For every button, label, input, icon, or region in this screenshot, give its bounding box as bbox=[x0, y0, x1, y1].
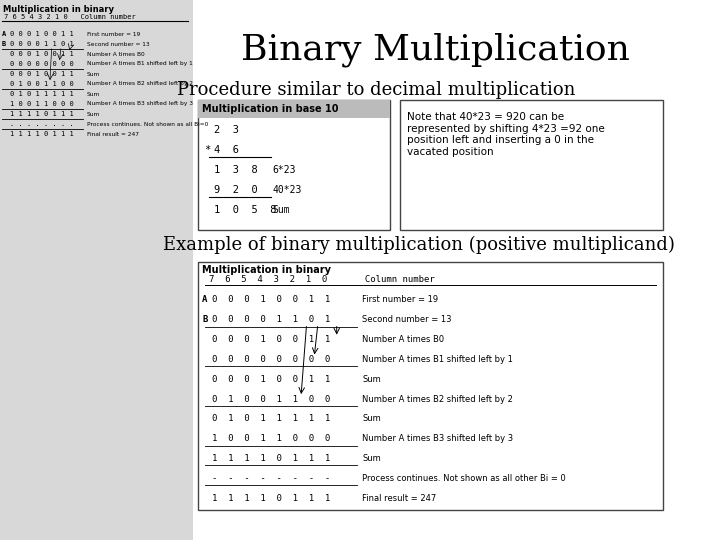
Text: B: B bbox=[2, 41, 6, 47]
Text: Number A times B2 shifted left by 2: Number A times B2 shifted left by 2 bbox=[86, 82, 192, 86]
Text: Multiplication in binary: Multiplication in binary bbox=[3, 5, 114, 14]
Text: Second number = 13: Second number = 13 bbox=[86, 42, 149, 46]
Text: 0 1 0 1 1 1 1 1: 0 1 0 1 1 1 1 1 bbox=[10, 91, 74, 97]
Text: Final result = 247: Final result = 247 bbox=[86, 132, 138, 137]
Text: Second number = 13: Second number = 13 bbox=[362, 315, 451, 324]
Text: A: A bbox=[2, 31, 6, 37]
Text: Binary Multiplication: Binary Multiplication bbox=[241, 33, 630, 68]
Text: 4  6: 4 6 bbox=[215, 145, 240, 155]
Text: *: * bbox=[204, 145, 211, 155]
Text: Process continues. Not shown as all Bi=0: Process continues. Not shown as all Bi=0 bbox=[86, 122, 208, 126]
Text: 1 1 1 1 0 1 1 1: 1 1 1 1 0 1 1 1 bbox=[10, 131, 74, 137]
Text: 0  0  0  1  0  0  1  1: 0 0 0 1 0 0 1 1 bbox=[212, 375, 330, 384]
Text: Number A times B0: Number A times B0 bbox=[362, 335, 444, 344]
Text: 1  0  0  1  1  0  0  0: 1 0 0 1 1 0 0 0 bbox=[212, 434, 330, 443]
Text: Example of binary multiplication (positive multiplicand): Example of binary multiplication (positi… bbox=[163, 236, 675, 254]
Bar bbox=[400, 100, 663, 230]
Bar bbox=[197, 262, 663, 510]
Text: 7  6  5  4  3  2  1  0       Column number: 7 6 5 4 3 2 1 0 Column number bbox=[209, 275, 435, 285]
Text: 0  0  0  1  0  0  1  1: 0 0 0 1 0 0 1 1 bbox=[212, 295, 330, 305]
Text: 1  1  1  1  0  1  1  1: 1 1 1 1 0 1 1 1 bbox=[212, 494, 330, 503]
Text: Multiplication in base 10: Multiplication in base 10 bbox=[202, 104, 338, 114]
Text: Number A times B1 shifted left by 1: Number A times B1 shifted left by 1 bbox=[86, 62, 192, 66]
Text: Sum: Sum bbox=[86, 71, 100, 77]
Text: 0 0 0 1 0 0 1 1: 0 0 0 1 0 0 1 1 bbox=[10, 71, 74, 77]
Text: 2  3: 2 3 bbox=[215, 125, 240, 135]
Text: Number A times B2 shifted left by 2: Number A times B2 shifted left by 2 bbox=[362, 395, 513, 403]
Text: 0  0  0  1  0  0  1  1: 0 0 0 1 0 0 1 1 bbox=[212, 335, 330, 344]
Text: -  -  -  -  -  -  -  -: - - - - - - - - bbox=[212, 474, 330, 483]
Text: 0  1  0  1  1  1  1  1: 0 1 0 1 1 1 1 1 bbox=[212, 414, 330, 423]
Text: Sum: Sum bbox=[362, 454, 381, 463]
Bar bbox=[197, 100, 390, 230]
Text: Sum: Sum bbox=[86, 91, 100, 97]
Text: 0 0 0 0 1 1 0 1: 0 0 0 0 1 1 0 1 bbox=[10, 41, 74, 47]
Text: B: B bbox=[202, 315, 207, 324]
Text: 0 0 0 1 0 0 1 1: 0 0 0 1 0 0 1 1 bbox=[10, 51, 74, 57]
Text: Number A times B1 shifted left by 1: Number A times B1 shifted left by 1 bbox=[362, 355, 513, 364]
Text: . . . . . . . .: . . . . . . . . bbox=[10, 121, 74, 127]
Text: 7 6 5 4 3 2 1 0   Column number: 7 6 5 4 3 2 1 0 Column number bbox=[4, 14, 135, 20]
Text: Note that 40*23 = 920 can be
represented by shifting 4*23 =92 one
position left : Note that 40*23 = 920 can be represented… bbox=[408, 112, 605, 157]
Text: Multiplication in binary: Multiplication in binary bbox=[202, 265, 331, 275]
Text: Sum: Sum bbox=[273, 205, 290, 215]
Text: 1  3  8: 1 3 8 bbox=[215, 165, 258, 175]
Text: Sum: Sum bbox=[86, 111, 100, 117]
Text: Number A times B3 shifted left by 3: Number A times B3 shifted left by 3 bbox=[86, 102, 192, 106]
Text: 1 1 1 1 0 1 1 1: 1 1 1 1 0 1 1 1 bbox=[10, 111, 74, 117]
Text: 0 0 0 0 0 0 0 0: 0 0 0 0 0 0 0 0 bbox=[10, 61, 74, 67]
Text: 9  2  0: 9 2 0 bbox=[215, 185, 258, 195]
Text: 0 0 0 1 0 0 1 1: 0 0 0 1 0 0 1 1 bbox=[10, 31, 74, 37]
Text: First number = 19: First number = 19 bbox=[86, 31, 140, 37]
Text: 1  1  1  1  0  1  1  1: 1 1 1 1 0 1 1 1 bbox=[212, 454, 330, 463]
Text: First number = 19: First number = 19 bbox=[362, 295, 438, 305]
Text: 6*23: 6*23 bbox=[273, 165, 296, 175]
Text: Sum: Sum bbox=[362, 414, 381, 423]
Text: 0  1  0  0  1  1  0  0: 0 1 0 0 1 1 0 0 bbox=[212, 395, 330, 403]
Text: Process continues. Not shown as all other Bi = 0: Process continues. Not shown as all othe… bbox=[362, 474, 566, 483]
Text: Sum: Sum bbox=[362, 375, 381, 384]
Text: 0  0  0  0  1  1  0  1: 0 0 0 0 1 1 0 1 bbox=[212, 315, 330, 324]
Text: 0  0  0  0  0  0  0  0: 0 0 0 0 0 0 0 0 bbox=[212, 355, 330, 364]
Text: A: A bbox=[202, 295, 207, 305]
Text: Procedure similar to decimal multiplication: Procedure similar to decimal multiplicat… bbox=[177, 81, 575, 99]
Text: 0 1 0 0 1 1 0 0: 0 1 0 0 1 1 0 0 bbox=[10, 81, 74, 87]
Text: Number A times B0: Number A times B0 bbox=[86, 51, 144, 57]
Text: 1 0 0 1 1 0 0 0: 1 0 0 1 1 0 0 0 bbox=[10, 101, 74, 107]
Text: Number A times B3 shifted left by 3: Number A times B3 shifted left by 3 bbox=[362, 434, 513, 443]
Text: Final result = 247: Final result = 247 bbox=[362, 494, 436, 503]
Text: 40*23: 40*23 bbox=[273, 185, 302, 195]
Bar bbox=[0, 0, 193, 540]
Bar bbox=[197, 100, 390, 118]
Text: 1  0  5  8: 1 0 5 8 bbox=[215, 205, 277, 215]
